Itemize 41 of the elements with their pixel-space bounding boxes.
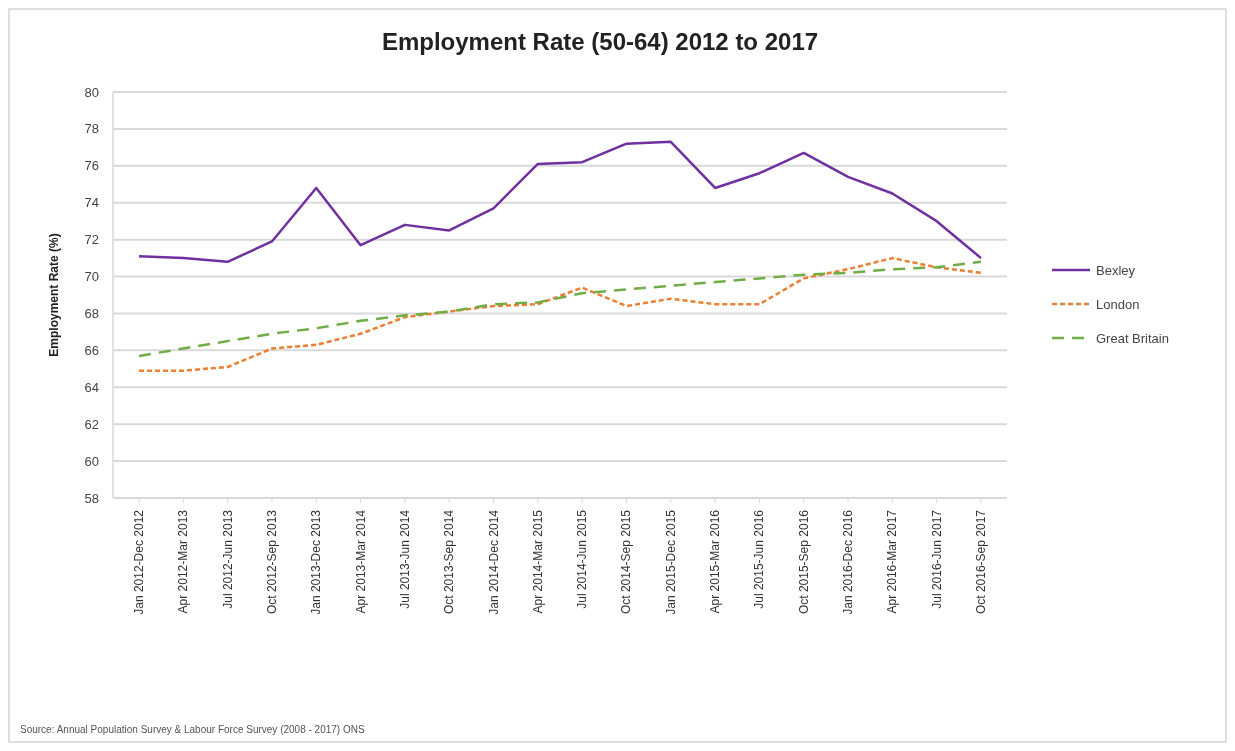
y-tick-label: 76 [84, 158, 99, 174]
legend-label: Bexley [1096, 262, 1136, 278]
x-tick-label: Jan 2016-Dec 2016 [841, 509, 856, 615]
x-tick-label: Apr 2014-Mar 2015 [530, 509, 545, 614]
legend-label: Great Britain [1096, 330, 1169, 346]
y-tick-label: 58 [84, 490, 99, 506]
y-tick-label: 70 [84, 269, 99, 285]
x-tick-label: Apr 2012-Mar 2013 [176, 509, 191, 614]
x-tick-label: Jul 2013-Jun 2014 [397, 509, 412, 609]
y-tick-label: 66 [84, 342, 99, 358]
y-tick-label: 78 [84, 121, 99, 137]
x-tick-label: Jan 2012-Dec 2012 [132, 509, 146, 615]
chart-title: Employment Rate (50-64) 2012 to 2017 [381, 28, 819, 55]
line-series [137, 140, 983, 264]
y-tick-label: 62 [84, 416, 99, 432]
legend-label: London [1096, 296, 1140, 312]
line-series [137, 256, 983, 372]
x-tick-label: Oct 2016-Sep 2017 [974, 509, 988, 615]
y-tick-label: 64 [84, 379, 99, 395]
line-series [137, 260, 983, 358]
x-tick-label: Apr 2015-Mar 2016 [708, 509, 723, 614]
x-tick-label: Jan 2015-Dec 2015 [663, 509, 678, 615]
y-tick-label: 80 [84, 84, 99, 100]
y-tick-label: 68 [84, 306, 99, 321]
x-tick-label: Oct 2012-Sep 2013 [264, 509, 279, 615]
x-tick-label: Oct 2015-Sep 2016 [796, 509, 811, 615]
x-tick-label: Jan 2013-Dec 2013 [309, 509, 324, 615]
source-note: Source: Annual Population Survey & Labour Force Survey (2008 - 2017) ONS [20, 724, 365, 735]
x-tick-label: Oct 2014-Sep 2015 [619, 509, 634, 615]
y-tick-label: 72 [84, 232, 99, 248]
x-tick-label: Jul 2012-Jun 2013 [220, 509, 235, 609]
x-tick-label: Jul 2015-Jun 2016 [752, 509, 767, 609]
x-tick-label: Apr 2013-Mar 2014 [353, 509, 368, 614]
x-tick-label: Apr 2016-Mar 2017 [885, 509, 900, 614]
y-axis-title: Employment Rate (%) [47, 233, 61, 357]
y-tick-label: 74 [84, 195, 99, 211]
x-tick-label: Jan 2014-Dec 2014 [486, 509, 501, 615]
x-tick-label: Jul 2016-Jun 2017 [929, 509, 944, 609]
y-tick-label: 60 [84, 453, 99, 469]
x-tick-label: Jul 2014-Jun 2015 [575, 509, 590, 609]
x-tick-label: Oct 2013-Sep 2014 [442, 509, 457, 615]
